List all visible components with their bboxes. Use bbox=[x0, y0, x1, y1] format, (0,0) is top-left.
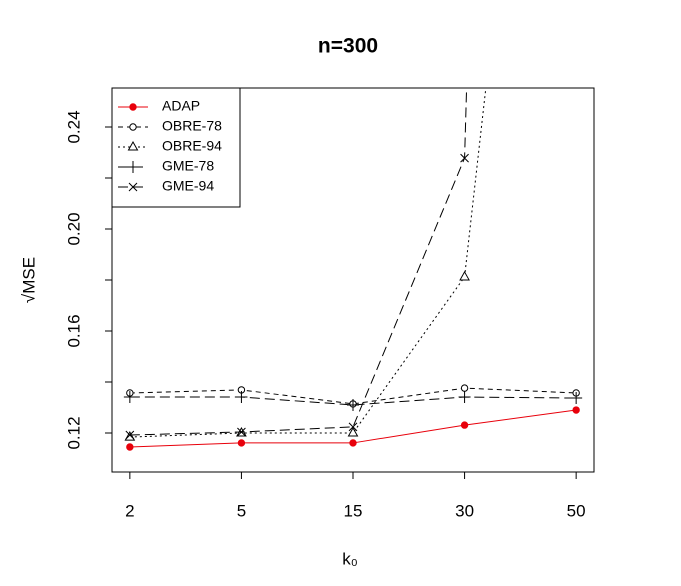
point bbox=[347, 398, 359, 411]
chart-title: n=300 bbox=[318, 35, 378, 58]
point bbox=[570, 392, 583, 405]
y-tick-label: 0.24 bbox=[64, 110, 83, 143]
x-tick-label: 15 bbox=[344, 501, 363, 520]
point bbox=[348, 422, 358, 432]
y-tick-label: 0.12 bbox=[64, 416, 83, 449]
legend-label: OBRE-78 bbox=[162, 118, 222, 134]
legend-label: ADAP bbox=[162, 98, 200, 114]
point bbox=[460, 421, 469, 429]
point bbox=[129, 123, 137, 131]
legend-label: OBRE-94 bbox=[162, 138, 222, 154]
point bbox=[127, 140, 139, 151]
point bbox=[129, 103, 137, 111]
point bbox=[235, 391, 248, 404]
point bbox=[126, 443, 134, 451]
point bbox=[460, 153, 469, 163]
x-tick-label: 5 bbox=[237, 501, 246, 520]
point bbox=[349, 439, 357, 447]
point bbox=[124, 431, 136, 441]
y-axis-label: √MSE bbox=[19, 257, 38, 303]
point bbox=[123, 391, 136, 404]
plot-area bbox=[123, 88, 583, 451]
point bbox=[347, 426, 359, 437]
point bbox=[127, 161, 139, 173]
x-tick-label: 2 bbox=[125, 501, 134, 520]
point bbox=[460, 384, 469, 392]
point bbox=[128, 182, 138, 192]
x-tick-label: 30 bbox=[455, 501, 474, 520]
point bbox=[237, 427, 246, 437]
point bbox=[458, 391, 471, 404]
series-line bbox=[129, 387, 577, 405]
point bbox=[237, 439, 246, 447]
y-tick-label: 0.20 bbox=[64, 212, 83, 245]
legend-label: GME-94 bbox=[162, 178, 214, 194]
legend-label: GME-78 bbox=[162, 158, 214, 174]
point bbox=[572, 406, 580, 414]
y-tick-label: 0.16 bbox=[64, 314, 83, 347]
x-axis-label: k₀ bbox=[342, 549, 358, 568]
x-tick-label: 50 bbox=[567, 501, 586, 520]
point bbox=[459, 270, 470, 281]
point bbox=[125, 430, 135, 440]
